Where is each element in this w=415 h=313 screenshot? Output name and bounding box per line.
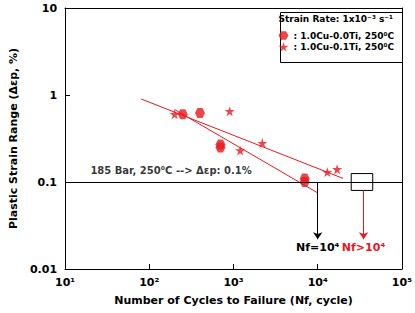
svg-text:10: 10: [42, 2, 58, 15]
svg-text:185 Bar, 250⁰C --> Δεp: 0.1%: 185 Bar, 250⁰C --> Δεp: 0.1%: [90, 165, 251, 176]
svg-text:10²: 10²: [139, 276, 159, 289]
svg-text:: 1.0Cu-0.1Ti, 250⁰C: : 1.0Cu-0.1Ti, 250⁰C: [294, 42, 395, 52]
svg-text:0.1: 0.1: [38, 176, 58, 189]
svg-text:10⁵: 10⁵: [392, 276, 412, 289]
svg-text:Nf=10⁴: Nf=10⁴: [296, 241, 340, 254]
svg-text:: 1.0Cu-0.0Ti, 250⁰C: : 1.0Cu-0.0Ti, 250⁰C: [294, 31, 395, 41]
svg-text:0.01: 0.01: [30, 263, 57, 276]
svg-text:Strain Rate: 1x10⁻³ s⁻¹: Strain Rate: 1x10⁻³ s⁻¹: [278, 14, 393, 24]
svg-text:1: 1: [49, 89, 57, 102]
svg-text:Nf>10⁴: Nf>10⁴: [342, 241, 386, 254]
svg-text:Number of Cycles to Failure (N: Number of Cycles to Failure (Nf, cycle): [114, 294, 353, 307]
svg-text:10³: 10³: [223, 276, 243, 289]
svg-text:Plastic Strain Range (Δεp, %): Plastic Strain Range (Δεp, %): [7, 48, 20, 229]
svg-text:10⁴: 10⁴: [308, 276, 328, 289]
svg-text:10¹: 10¹: [55, 276, 75, 289]
